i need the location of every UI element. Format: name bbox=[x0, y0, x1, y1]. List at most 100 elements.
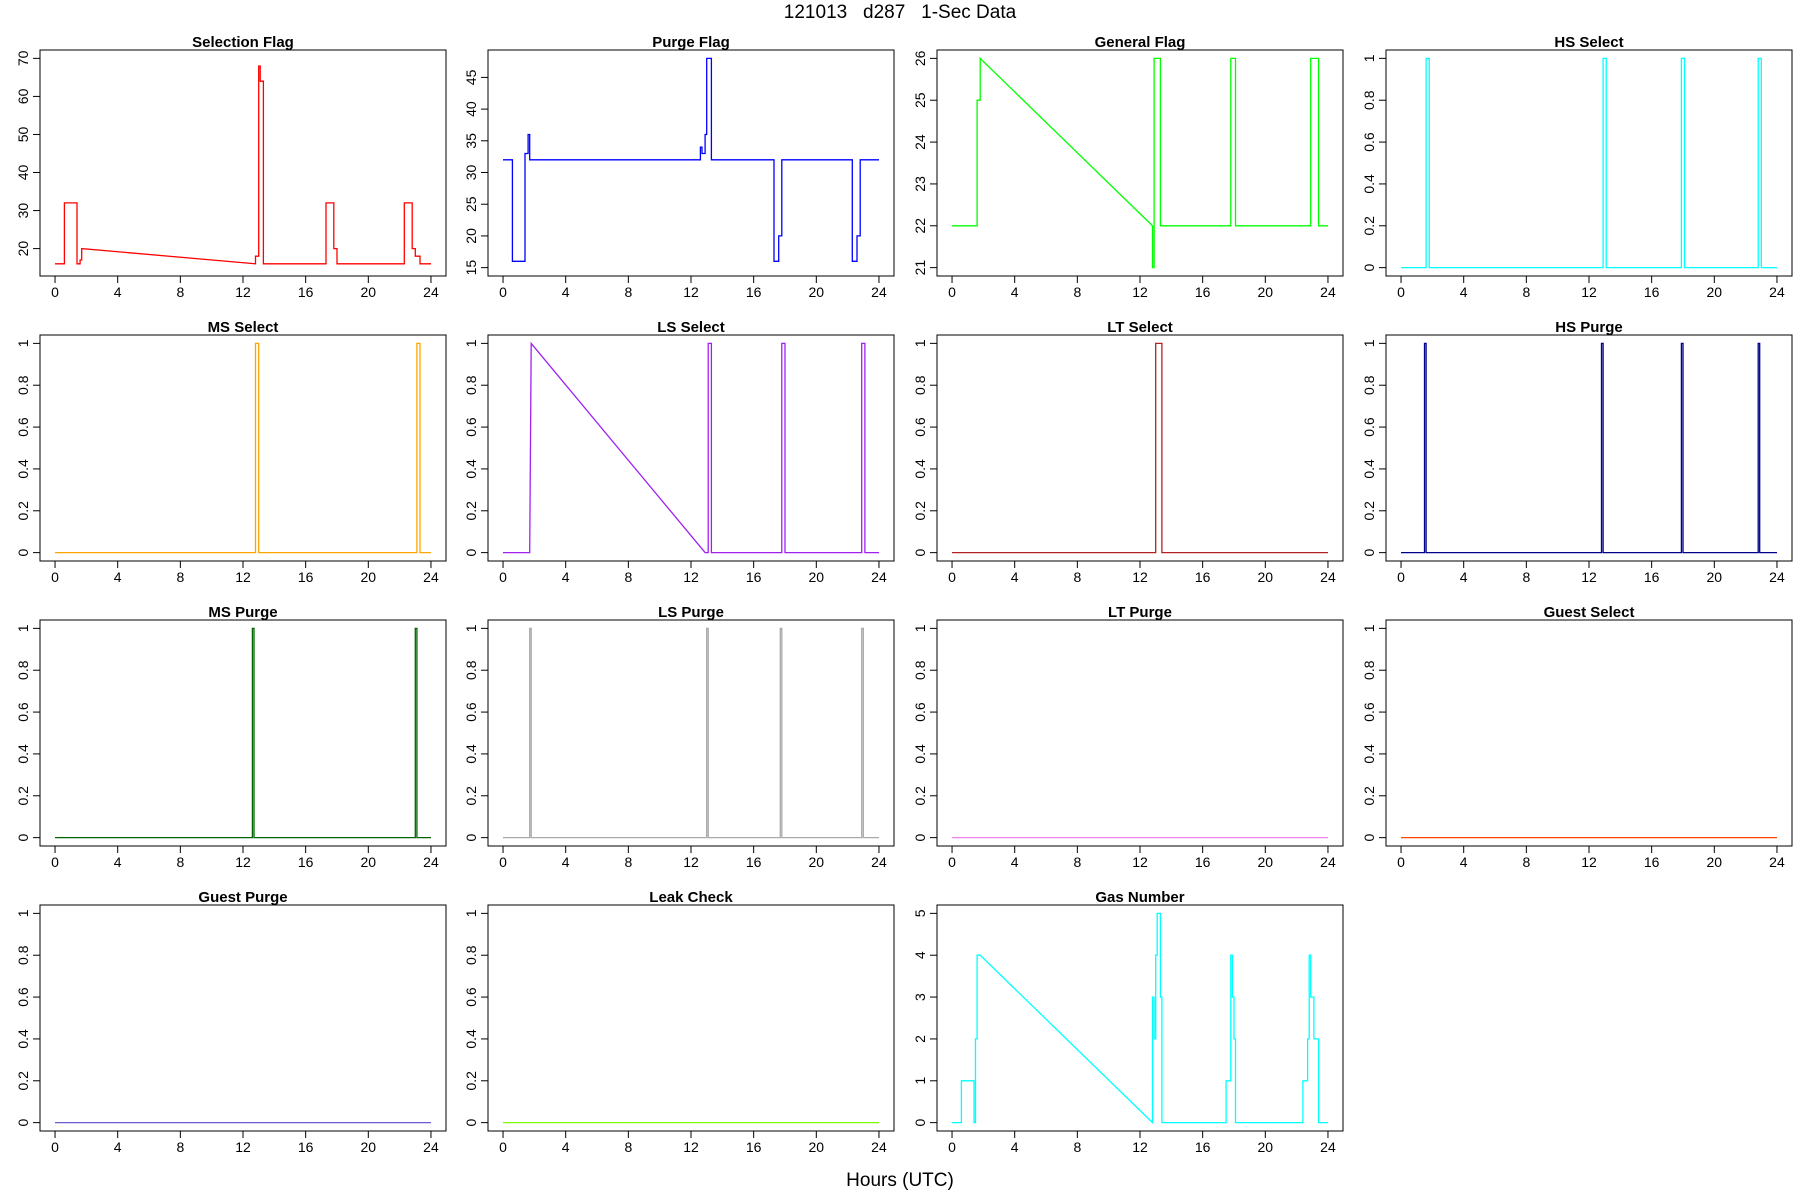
panel-guest-purge: Guest Purge 0 4 8 12 16 20 24 0 0.2 0.4 0.6 0.8 1 bbox=[15, 889, 447, 1155]
plot-frame bbox=[39, 619, 447, 847]
plot-frame bbox=[1385, 619, 1793, 847]
x-tick-label: 24 bbox=[423, 854, 439, 870]
panel-title: Guest Select bbox=[1544, 604, 1635, 621]
x-tick-label: 16 bbox=[298, 854, 314, 870]
y-tick-label: 1 bbox=[912, 1077, 928, 1085]
x-tick-label: 20 bbox=[809, 284, 825, 300]
y-tick-label: 0.4 bbox=[463, 1029, 479, 1049]
y-tick-label: 0.2 bbox=[15, 786, 31, 806]
x-tick-label: 12 bbox=[1581, 284, 1597, 300]
x-tick-label: 0 bbox=[51, 1139, 59, 1155]
y-tick-label: 0.8 bbox=[1361, 660, 1377, 680]
y-tick-label: 0.6 bbox=[912, 702, 928, 722]
y-tick-label: 0 bbox=[463, 549, 479, 557]
y-tick-label: 4 bbox=[912, 951, 928, 959]
x-tick-label: 12 bbox=[1132, 854, 1148, 870]
x-tick-label: 20 bbox=[1707, 569, 1723, 585]
x-tick-label: 8 bbox=[176, 569, 184, 585]
x-tick-label: 4 bbox=[114, 854, 122, 870]
panel-title: MS Select bbox=[208, 319, 279, 336]
panel-general-flag: General Flag 0 4 8 12 16 20 24 21 22 23 24 25 26 bbox=[912, 34, 1344, 300]
y-tick-label: 0.6 bbox=[15, 417, 31, 437]
x-tick-label: 16 bbox=[1644, 284, 1660, 300]
y-tick-label: 30 bbox=[463, 165, 479, 181]
x-tick-label: 12 bbox=[235, 569, 251, 585]
x-tick-label: 4 bbox=[1460, 284, 1468, 300]
y-tick-label: 15 bbox=[463, 260, 479, 276]
plot-frame bbox=[39, 904, 447, 1132]
panel-title: MS Purge bbox=[208, 604, 277, 621]
y-tick-label: 22 bbox=[912, 218, 928, 234]
x-tick-label: 12 bbox=[1132, 569, 1148, 585]
x-tick-label: 20 bbox=[1707, 854, 1723, 870]
x-tick-label: 20 bbox=[361, 284, 377, 300]
x-tick-label: 20 bbox=[1258, 854, 1274, 870]
y-tick-label: 1 bbox=[15, 339, 31, 347]
y-tick-label: 0 bbox=[912, 834, 928, 842]
x-tick-label: 8 bbox=[176, 284, 184, 300]
x-tick-label: 16 bbox=[298, 284, 314, 300]
panel-ls-purge: LS Purge 0 4 8 12 16 20 24 0 0.2 0.4 0.6 0.8 1 bbox=[463, 604, 895, 870]
y-tick-label: 1 bbox=[15, 624, 31, 632]
x-tick-label: 20 bbox=[809, 569, 825, 585]
x-tick-label: 4 bbox=[562, 854, 570, 870]
y-tick-label: 0.8 bbox=[463, 660, 479, 680]
y-tick-label: 1 bbox=[463, 624, 479, 632]
y-tick-label: 0.8 bbox=[1361, 375, 1377, 395]
x-tick-label: 8 bbox=[176, 1139, 184, 1155]
y-tick-label: 0.6 bbox=[15, 987, 31, 1007]
x-tick-label: 24 bbox=[423, 284, 439, 300]
y-tick-label: 1 bbox=[463, 909, 479, 917]
plot-frame bbox=[487, 49, 895, 277]
y-tick-label: 0.2 bbox=[912, 501, 928, 521]
y-tick-label: 5 bbox=[912, 909, 928, 917]
x-tick-label: 20 bbox=[809, 854, 825, 870]
x-tick-label: 0 bbox=[948, 1139, 956, 1155]
y-tick-label: 0.2 bbox=[912, 786, 928, 806]
plot-frame bbox=[487, 619, 895, 847]
x-tick-label: 0 bbox=[948, 854, 956, 870]
y-tick-label: 0.4 bbox=[1361, 744, 1377, 764]
series-line bbox=[952, 56, 1328, 269]
panel-selection-flag: Selection Flag 0 4 8 12 16 20 24 20 30 40 50 60 70 bbox=[15, 34, 447, 300]
y-tick-label: 0.8 bbox=[463, 375, 479, 395]
y-tick-label: 24 bbox=[912, 134, 928, 150]
panel-title: HS Select bbox=[1554, 34, 1623, 51]
y-tick-label: 0.2 bbox=[1361, 501, 1377, 521]
x-tick-label: 8 bbox=[624, 569, 632, 585]
x-tick-label: 4 bbox=[1011, 854, 1019, 870]
y-tick-label: 35 bbox=[463, 133, 479, 149]
y-tick-label: 0.4 bbox=[1361, 174, 1377, 194]
panel-ms-purge: MS Purge 0 4 8 12 16 20 24 0 0.2 0.4 0.6 0.8 1 bbox=[15, 604, 447, 870]
y-tick-label: 0 bbox=[15, 549, 31, 557]
x-tick-label: 8 bbox=[1522, 284, 1530, 300]
y-tick-label: 0.2 bbox=[463, 501, 479, 521]
x-tick-label: 0 bbox=[499, 1139, 507, 1155]
y-tick-label: 0.8 bbox=[912, 375, 928, 395]
panel-title: Leak Check bbox=[649, 889, 733, 906]
x-tick-label: 0 bbox=[51, 569, 59, 585]
series-line bbox=[503, 57, 879, 262]
y-tick-label: 60 bbox=[15, 88, 31, 104]
x-tick-label: 24 bbox=[423, 569, 439, 585]
y-tick-label: 21 bbox=[912, 260, 928, 276]
x-tick-label: 4 bbox=[114, 1139, 122, 1155]
x-tick-label: 8 bbox=[1522, 569, 1530, 585]
y-tick-label: 1 bbox=[1361, 339, 1377, 347]
y-tick-label: 0.4 bbox=[463, 744, 479, 764]
y-tick-label: 20 bbox=[463, 228, 479, 244]
plot-frame bbox=[487, 904, 895, 1132]
y-tick-label: 0.2 bbox=[463, 1071, 479, 1091]
panel-leak-check: Leak Check 0 4 8 12 16 20 24 0 0.2 0.4 0.6 0.8 1 bbox=[463, 889, 895, 1155]
panel-title: General Flag bbox=[1095, 34, 1186, 51]
y-tick-label: 0.8 bbox=[15, 945, 31, 965]
y-tick-label: 0.6 bbox=[463, 987, 479, 1007]
y-tick-label: 1 bbox=[1361, 54, 1377, 62]
y-tick-label: 1 bbox=[15, 909, 31, 917]
y-tick-label: 0.6 bbox=[1361, 702, 1377, 722]
series-line bbox=[55, 65, 431, 265]
panel-title: Purge Flag bbox=[652, 34, 730, 51]
y-tick-label: 40 bbox=[15, 165, 31, 181]
x-tick-label: 20 bbox=[361, 1139, 377, 1155]
x-tick-label: 8 bbox=[1522, 854, 1530, 870]
